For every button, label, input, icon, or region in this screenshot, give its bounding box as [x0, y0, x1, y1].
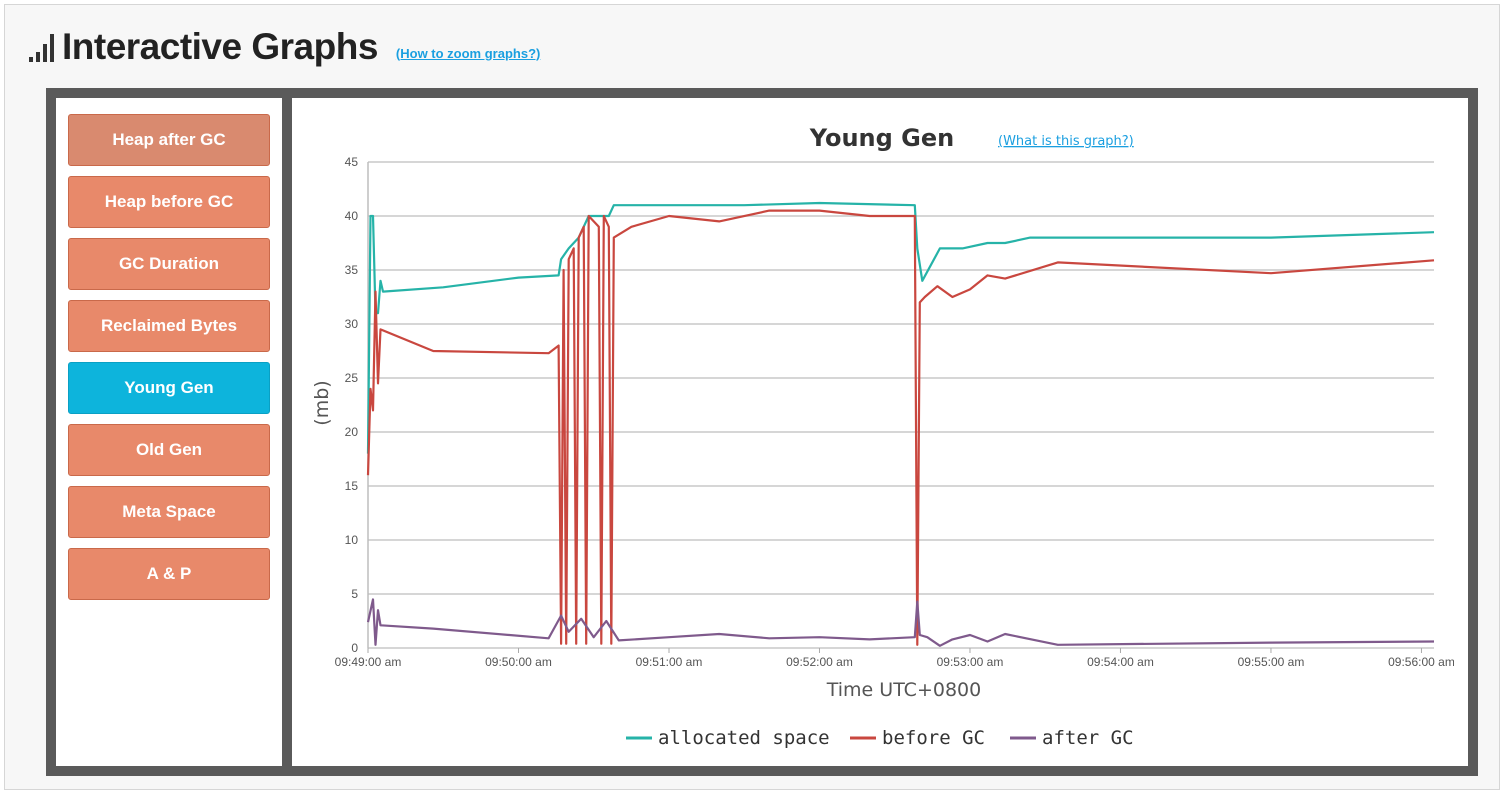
nav-heap-after-gc[interactable]: Heap after GC [68, 114, 270, 166]
x-tick-label: 09:49:00 am [335, 655, 402, 669]
signal-bars-icon [29, 32, 54, 62]
legend-label[interactable]: before GC [882, 727, 985, 749]
y-tick-label: 45 [345, 155, 359, 169]
y-tick-label: 40 [345, 209, 359, 223]
y-tick-label: 15 [345, 479, 359, 493]
series-line-before-gc [366, 209, 1435, 646]
zoom-help-link[interactable]: (How to zoom graphs?) [395, 45, 541, 61]
nav-meta-space[interactable]: Meta Space [68, 486, 270, 538]
nav-gc-duration[interactable]: GC Duration [68, 238, 270, 290]
y-tick-label: 30 [345, 317, 359, 331]
chart-legend[interactable]: allocated space before GC after GC [626, 727, 1134, 749]
x-tick-label: 09:54:00 am [1087, 655, 1154, 669]
series-lines [366, 201, 1435, 647]
y-tick-label: 0 [351, 641, 358, 655]
graph-help-link[interactable]: (What is this graph?) [998, 134, 1134, 149]
series-line-after-gc [366, 598, 1435, 647]
y-tick-label: 35 [345, 263, 359, 277]
grid-lines [367, 161, 1434, 649]
x-axis-ticks: 09:49:00 am 09:50:00 am 09:51:00 am 09:52:0… [335, 648, 1454, 669]
legend-label[interactable]: allocated space [658, 727, 830, 749]
chart-title: Young Gen [809, 124, 954, 152]
series-line-allocated-space [366, 201, 1435, 454]
y-axis-ticks: 0 5 10 15 20 25 30 35 40 45 [345, 155, 359, 655]
nav-reclaimed-bytes[interactable]: Reclaimed Bytes [68, 300, 270, 352]
graph-panel: Heap after GC Heap before GC GC Duration… [46, 88, 1478, 776]
x-tick-label: 09:52:00 am [786, 655, 853, 669]
chart-card: Young Gen (What is this graph?) 0 5 10 15 20… [292, 98, 1468, 766]
y-axis-label: (mb) [311, 380, 333, 425]
y-tick-label: 25 [345, 371, 359, 385]
chart-area[interactable]: Young Gen (What is this graph?) 0 5 10 15 20… [306, 112, 1454, 752]
page-header: Interactive Graphs (How to zoom graphs?) [29, 23, 540, 71]
x-tick-label: 09:50:00 am [485, 655, 552, 669]
x-tick-label: 09:56:00 am [1388, 655, 1454, 669]
nav-old-gen[interactable]: Old Gen [68, 424, 270, 476]
nav-young-gen[interactable]: Young Gen [68, 362, 270, 414]
graph-sidebar: Heap after GC Heap before GC GC Duration… [56, 98, 282, 766]
nav-heap-before-gc[interactable]: Heap before GC [68, 176, 270, 228]
legend-label[interactable]: after GC [1042, 727, 1134, 749]
x-tick-label: 09:51:00 am [636, 655, 703, 669]
y-tick-label: 10 [345, 533, 359, 547]
nav-a-and-p[interactable]: A & P [68, 548, 270, 600]
x-tick-label: 09:55:00 am [1238, 655, 1305, 669]
young-gen-chart[interactable]: Young Gen (What is this graph?) 0 5 10 15 20… [306, 112, 1454, 752]
y-tick-label: 5 [351, 587, 358, 601]
page-title: Interactive Graphs [62, 26, 378, 67]
x-axis-label: Time UTC+0800 [826, 679, 981, 701]
x-tick-label: 09:53:00 am [937, 655, 1004, 669]
y-tick-label: 20 [345, 425, 359, 439]
